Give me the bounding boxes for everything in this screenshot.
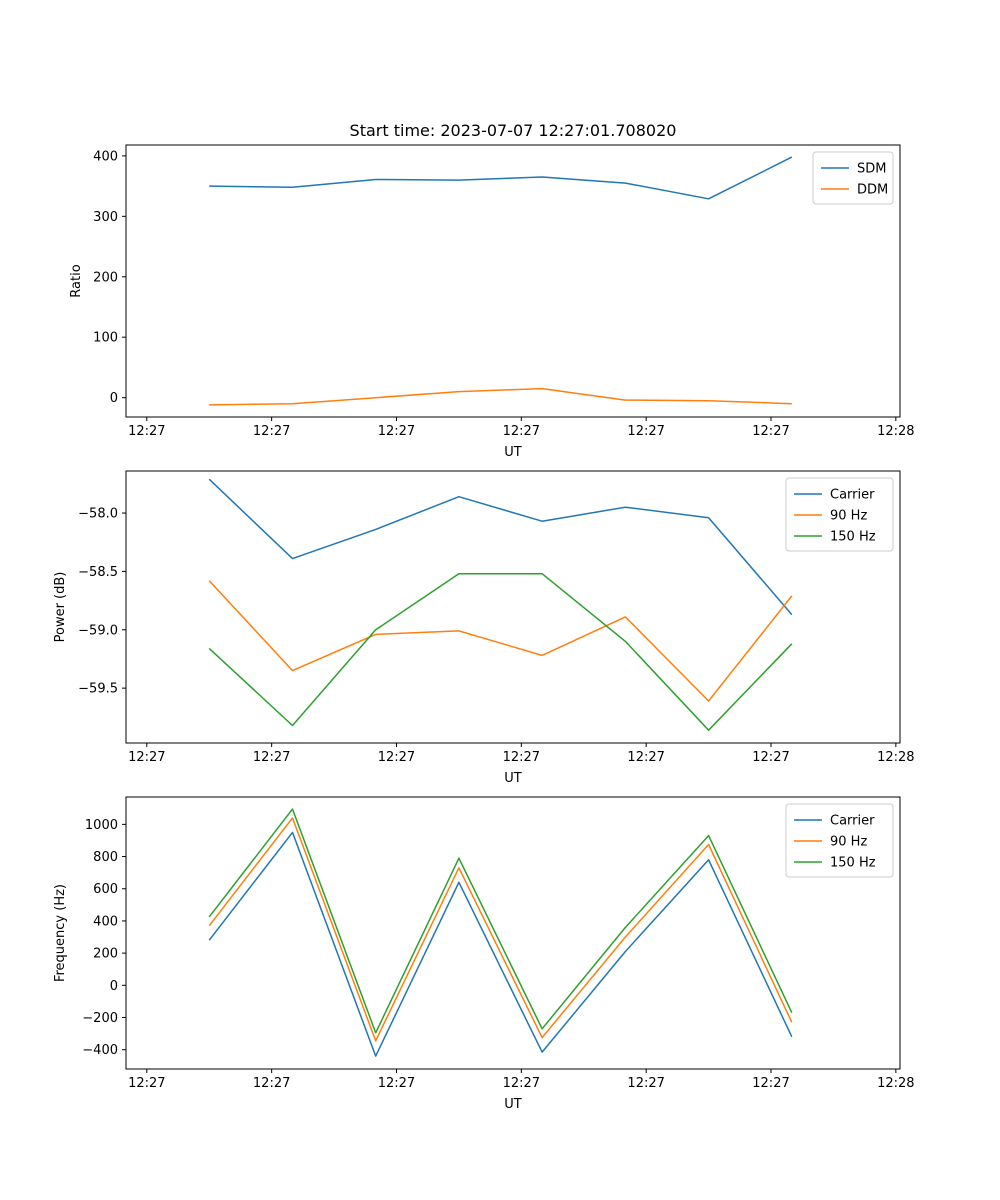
x-tick-label: 12:27	[627, 424, 664, 439]
x-axis-label: UT	[504, 771, 522, 786]
x-tick-label: 12:27	[253, 424, 290, 439]
y-tick-label: 100	[93, 331, 118, 346]
series-line-150-hz	[208, 572, 793, 731]
y-tick-label: 0	[110, 391, 118, 406]
x-tick-label: 12:27	[627, 750, 664, 765]
y-tick-label: 400	[93, 149, 118, 164]
subplot-3: 12:27 12:27 12:27 12:27 12:27 12:27 12:28 −400 −…	[53, 796, 915, 1112]
y-tick-label: 200	[93, 947, 118, 962]
y-tick-label: 800	[93, 850, 118, 865]
x-tick-label: 12:27	[752, 1076, 789, 1091]
x-axis-label: UT	[504, 1097, 522, 1112]
x-axis-label: UT	[504, 445, 522, 460]
legend-label: 150 Hz	[830, 530, 876, 545]
y-tick-label: 400	[93, 914, 118, 929]
x-tick-label: 12:27	[253, 1076, 290, 1091]
legend-label: Carrier	[830, 488, 875, 503]
series-line-carrier	[208, 831, 793, 1057]
legend: Carrier 90 Hz 150 Hz	[785, 477, 894, 552]
plots: 12:27 12:27 12:27 12:27 12:27 12:27 12:28 0 100 2…	[53, 144, 915, 1112]
y-tick-label: −200	[82, 1011, 118, 1026]
x-tick-label: 12:27	[503, 424, 540, 439]
legend-label: Carrier	[830, 814, 875, 829]
x-tick-label: 12:27	[627, 1076, 664, 1091]
x-tick-label: 12:27	[378, 750, 415, 765]
legend-box	[785, 803, 894, 878]
y-tick-label: 1000	[85, 818, 118, 833]
x-tick-label: 12:27	[253, 750, 290, 765]
y-tick-label: −58.0	[78, 507, 118, 522]
axes-frame	[125, 796, 901, 1070]
series-line-carrier	[208, 478, 793, 616]
legend-box	[812, 151, 894, 205]
series-line-90-hz	[208, 580, 793, 702]
y-tick-label: 200	[93, 270, 118, 285]
y-axis-label: Power (dB)	[53, 572, 68, 643]
axes-frame	[125, 144, 901, 418]
x-tick-label: 12:28	[877, 750, 914, 765]
series-line-150-hz	[208, 808, 793, 1034]
series-line-ddm	[209, 387, 792, 406]
x-tick-label: 12:28	[877, 424, 914, 439]
series-line-90-hz	[208, 817, 793, 1042]
x-tick-label: 12:27	[503, 750, 540, 765]
y-tick-label: −59.5	[78, 682, 118, 697]
subplot-1: 12:27 12:27 12:27 12:27 12:27 12:27 12:28 0 100 2…	[69, 144, 915, 460]
legend: SDM DDM	[812, 151, 894, 205]
y-tick-label: −400	[82, 1043, 118, 1058]
x-tick-label: 12:27	[752, 750, 789, 765]
x-tick-label: 12:27	[752, 424, 789, 439]
series-line-sdm	[209, 156, 793, 200]
legend: Carrier 90 Hz 150 Hz	[785, 803, 894, 878]
x-tick-label: 12:27	[378, 1076, 415, 1091]
y-tick-label: −58.5	[78, 565, 118, 580]
legend-label: DDM	[857, 183, 888, 198]
x-tick-label: 12:27	[503, 1076, 540, 1091]
x-tick-label: 12:28	[877, 1076, 914, 1091]
x-tick-label: 12:27	[128, 424, 165, 439]
y-axis-label: Frequency (Hz)	[53, 884, 68, 982]
legend-label: 150 Hz	[830, 856, 876, 871]
figure-title: Start time: 2023-07-07 12:27:01.708020	[350, 121, 677, 140]
x-tick-label: 12:27	[378, 424, 415, 439]
legend-label: 90 Hz	[830, 835, 867, 850]
y-tick-label: 0	[110, 979, 118, 994]
y-tick-label: 600	[93, 882, 118, 897]
x-tick-label: 12:27	[128, 750, 165, 765]
y-tick-label: −59.0	[78, 623, 118, 638]
axes-frame	[125, 470, 901, 744]
subplot-2: 12:27 12:27 12:27 12:27 12:27 12:27 12:28 −58.0…	[53, 470, 915, 786]
y-tick-label: 300	[93, 210, 118, 225]
legend-label: 90 Hz	[830, 509, 867, 524]
legend-box	[785, 477, 894, 552]
x-tick-label: 12:27	[128, 1076, 165, 1091]
y-axis-label: Ratio	[69, 264, 84, 297]
legend-label: SDM	[857, 162, 886, 177]
